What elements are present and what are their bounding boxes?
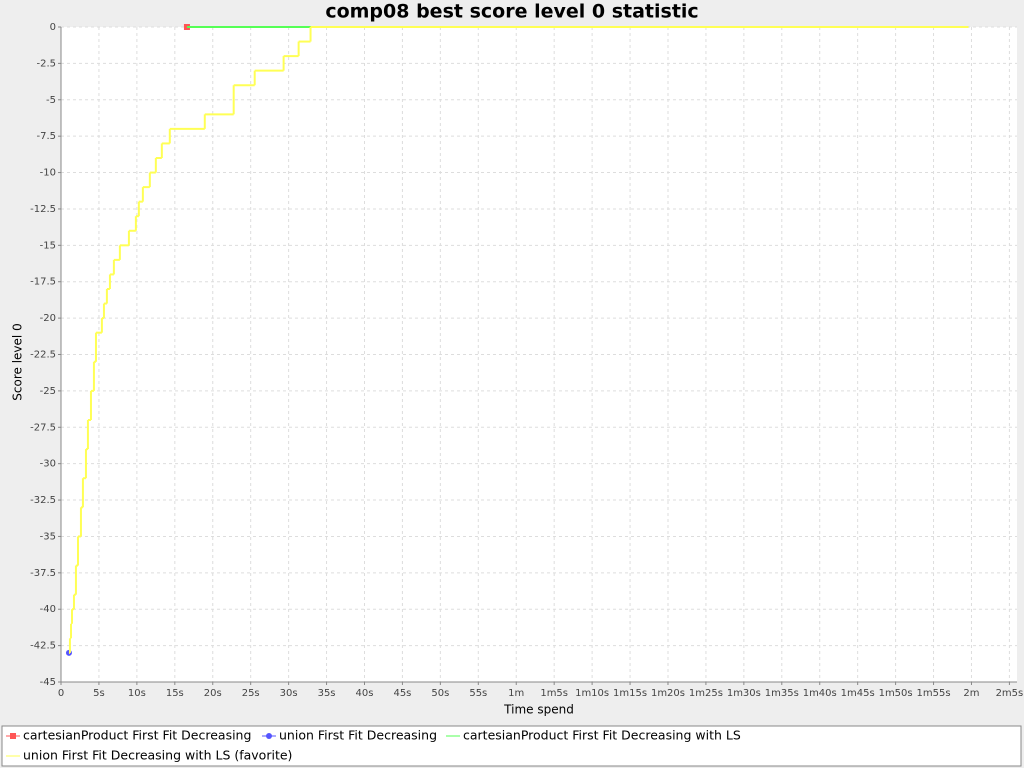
x-tick-label: 2m5s: [996, 688, 1024, 699]
x-tick-label: 1m45s: [841, 688, 875, 699]
legend-label: union First Fit Decreasing: [279, 728, 437, 743]
legend-marker: [10, 733, 16, 739]
x-tick-label: 10s: [128, 688, 146, 699]
y-tick-label: -5: [46, 95, 56, 106]
x-tick-label: 45s: [393, 688, 411, 699]
x-tick-label: 40s: [356, 688, 374, 699]
y-tick-label: -10: [40, 168, 56, 179]
x-tick-label: 1m25s: [689, 688, 723, 699]
y-tick-label: -7.5: [36, 131, 56, 142]
y-tick-label: -25: [40, 386, 56, 397]
legend-label: union First Fit Decreasing with LS (favo…: [23, 748, 292, 763]
y-tick-label: -32.5: [30, 495, 56, 506]
y-tick-label: -17.5: [30, 277, 56, 288]
y-tick-label: -27.5: [30, 422, 56, 433]
x-tick-label: 1m20s: [651, 688, 685, 699]
x-tick-label: 2m: [963, 688, 979, 699]
chart-title: comp08 best score level 0 statistic: [325, 1, 698, 23]
y-tick-label: -45: [40, 677, 56, 688]
x-tick-label: 30s: [280, 688, 298, 699]
x-tick-label: 1m30s: [727, 688, 761, 699]
y-tick-label: -20: [40, 313, 56, 324]
y-tick-label: -2.5: [36, 58, 56, 69]
x-tick-label: 1m: [508, 688, 524, 699]
legend-label: cartesianProduct First Fit Decreasing wi…: [463, 728, 741, 743]
y-tick-label: -42.5: [30, 641, 56, 652]
x-tick-label: 35s: [318, 688, 336, 699]
y-tick-label: -15: [40, 240, 56, 251]
y-tick-label: 0: [50, 22, 56, 33]
y-tick-label: -30: [40, 459, 56, 470]
x-tick-label: 0: [58, 688, 64, 699]
x-tick-label: 1m5s: [540, 688, 568, 699]
x-tick-label: 1m55s: [917, 688, 951, 699]
legend-marker: [266, 733, 272, 739]
x-tick-label: 20s: [204, 688, 222, 699]
y-axis-label: Score level 0: [11, 323, 25, 400]
x-tick-label: 1m35s: [765, 688, 799, 699]
x-tick-label: 1m10s: [575, 688, 609, 699]
x-tick-label: 25s: [242, 688, 260, 699]
y-tick-label: -12.5: [30, 204, 56, 215]
x-tick-label: 1m40s: [803, 688, 837, 699]
x-tick-label: 15s: [166, 688, 184, 699]
x-tick-label: 50s: [431, 688, 449, 699]
y-tick-label: -40: [40, 604, 56, 615]
x-tick-label: 5s: [93, 688, 105, 699]
y-tick-label: -35: [40, 531, 56, 542]
legend: [1, 725, 1022, 767]
x-axis-label: Time spend: [503, 703, 574, 717]
legend-label: cartesianProduct First Fit Decreasing: [23, 728, 251, 743]
y-tick-label: -37.5: [30, 568, 56, 579]
x-tick-label: 1m50s: [879, 688, 913, 699]
x-tick-label: 1m15s: [613, 688, 647, 699]
x-tick-label: 55s: [469, 688, 487, 699]
y-tick-label: -22.5: [30, 350, 56, 361]
